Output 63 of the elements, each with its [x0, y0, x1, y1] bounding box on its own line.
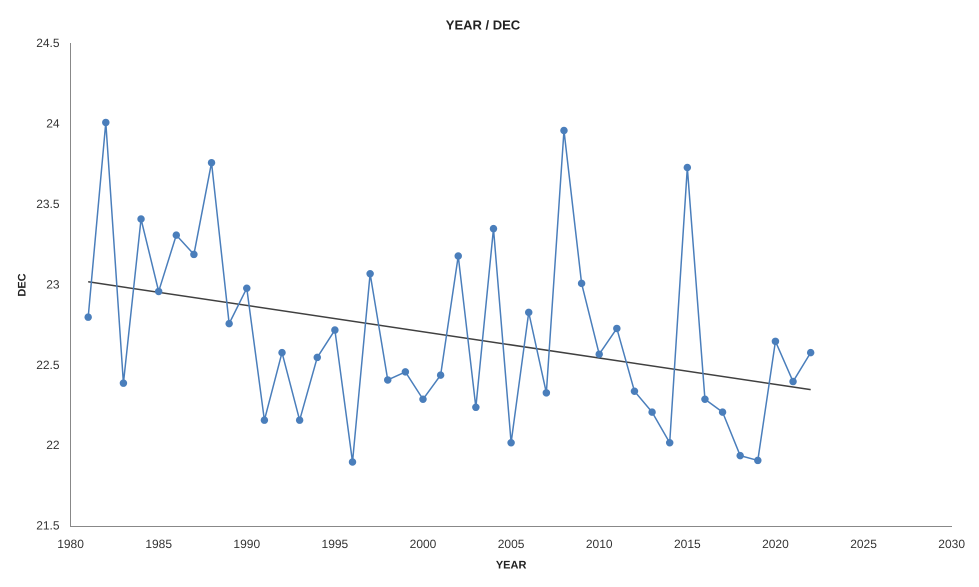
point	[542, 389, 550, 397]
y-axis-title: DEC	[16, 273, 29, 297]
point	[507, 438, 515, 446]
point	[648, 408, 656, 416]
y-tick-label: 24	[46, 116, 60, 130]
point	[419, 396, 427, 404]
point	[595, 350, 603, 358]
point	[578, 280, 586, 288]
point	[154, 288, 162, 296]
point	[225, 320, 233, 328]
x-tick-label: 2005	[498, 536, 525, 551]
point	[384, 376, 392, 384]
point	[472, 404, 480, 412]
point	[243, 284, 251, 292]
y-tick-label: 24.5	[36, 36, 60, 50]
x-tick-label: 2015	[674, 536, 701, 551]
point	[190, 250, 198, 258]
point	[772, 338, 780, 346]
point	[436, 371, 444, 379]
point	[278, 348, 286, 356]
point	[613, 324, 621, 332]
point	[208, 158, 216, 166]
point	[296, 416, 304, 424]
point	[630, 387, 638, 395]
y-tick-label: 22.5	[36, 358, 60, 372]
point	[137, 215, 145, 223]
point	[120, 379, 128, 387]
point	[348, 458, 356, 466]
x-tick-label: 1985	[145, 536, 172, 551]
point	[490, 224, 498, 232]
point	[260, 416, 268, 424]
x-tick-label: 1980	[57, 536, 84, 551]
x-tick-label: 2030	[938, 536, 966, 551]
x-tick-label: 2025	[850, 536, 878, 551]
x-tick-label: 1995	[322, 536, 349, 551]
point	[806, 348, 814, 356]
point	[84, 313, 92, 321]
y-tick-label: 23	[46, 277, 60, 292]
point	[701, 396, 709, 404]
point	[172, 231, 180, 239]
point	[718, 408, 726, 416]
point	[331, 326, 339, 334]
point	[684, 164, 692, 172]
point	[736, 452, 744, 460]
x-axis-title: YEAR	[496, 559, 526, 572]
y-tick-label: 21.5	[36, 518, 60, 533]
point	[789, 378, 797, 386]
y-tick-label: 22	[46, 438, 60, 452]
point	[314, 354, 322, 362]
point	[102, 118, 110, 126]
point	[754, 456, 762, 464]
point	[560, 126, 568, 134]
x-tick-label: 2010	[586, 536, 613, 551]
x-tick-label: 2020	[762, 536, 790, 551]
point	[402, 368, 410, 376]
point	[524, 308, 532, 316]
chart-title: YEAR / DEC	[446, 17, 521, 32]
x-tick-label: 2000	[410, 536, 437, 551]
point	[666, 438, 674, 446]
point	[454, 252, 462, 260]
x-tick-label: 1990	[233, 536, 260, 551]
y-tick-label: 23.5	[36, 196, 60, 211]
point	[366, 270, 374, 278]
